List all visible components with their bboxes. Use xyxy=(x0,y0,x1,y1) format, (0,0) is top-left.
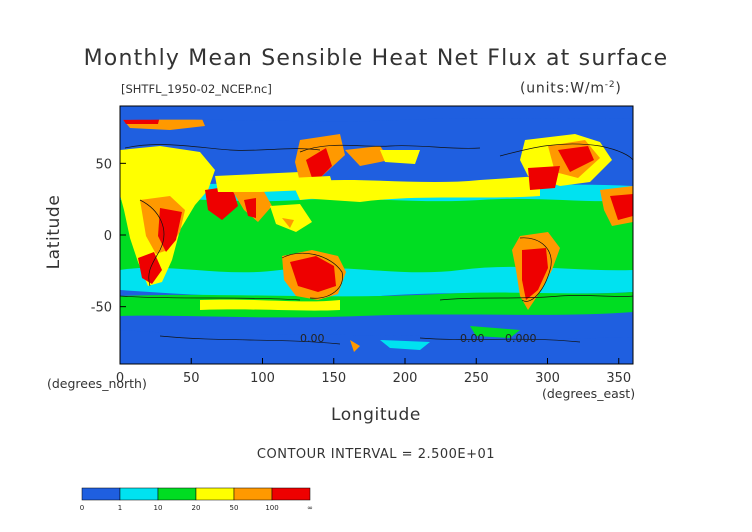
color-bar-label: ∞ xyxy=(307,504,313,512)
x-tick-label: 150 xyxy=(321,371,346,386)
color-bar-segment xyxy=(119,487,159,501)
y-tick-label: 50 xyxy=(95,157,112,172)
color-bar-segment xyxy=(271,487,311,501)
y-tick-label: -50 xyxy=(91,301,112,316)
file-label: [SHTFL_1950-02_NCEP.nc] xyxy=(121,82,272,96)
x-axis-label: Longitude xyxy=(331,405,421,425)
x-tick-label: 250 xyxy=(464,371,489,386)
x-tick-label: 300 xyxy=(535,371,560,386)
contour-interval: CONTOUR INTERVAL = 2.500E+01 xyxy=(256,447,496,462)
color-bar-label: 50 xyxy=(230,504,239,512)
color-bar: 0 1 10 20 50 100 ∞ xyxy=(80,487,313,512)
x-tick-label: 100 xyxy=(250,371,275,386)
x-tick-label: 50 xyxy=(183,371,200,386)
x-tick-label: 0 xyxy=(116,371,124,386)
x-axis-unit: (degrees_east) xyxy=(542,386,636,401)
color-bar-segment xyxy=(81,487,121,501)
color-bar-label: 0 xyxy=(80,504,84,512)
units-label: (units:W/m-2) xyxy=(520,80,622,97)
x-tick-label: 200 xyxy=(393,371,418,386)
color-bar-segment xyxy=(195,487,235,501)
x-tick-label: 350 xyxy=(606,371,631,386)
x-axis-ticks: 0 50 100 150 200 250 300 350 xyxy=(116,358,631,386)
y-tick-label: 0 xyxy=(104,229,112,244)
contour-label: 0.00 xyxy=(300,332,325,345)
color-bar-label: 20 xyxy=(192,504,201,512)
color-bar-segment xyxy=(233,487,273,501)
contour-label: 0.000 xyxy=(505,332,537,345)
y-axis-unit: (degrees_north) xyxy=(47,376,147,391)
flux-map: 0.00 0.00 0.000 xyxy=(120,106,633,364)
color-bar-label: 100 xyxy=(265,504,278,512)
map-title: Monthly Mean Sensible Heat Net Flux at s… xyxy=(83,46,669,71)
color-bar-segment xyxy=(157,487,197,501)
color-bar-label: 10 xyxy=(154,504,163,512)
color-bar-label: 1 xyxy=(118,504,122,512)
contour-label: 0.00 xyxy=(460,332,485,345)
y-axis-ticks: 50 0 -50 xyxy=(91,157,126,316)
